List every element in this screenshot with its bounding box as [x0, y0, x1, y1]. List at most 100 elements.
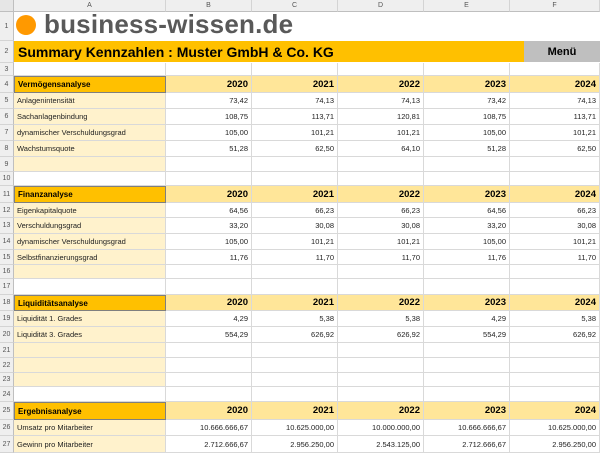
metric-value[interactable]: 62,50 [252, 141, 338, 157]
empty-cell[interactable] [338, 172, 424, 186]
empty-cell[interactable] [510, 172, 600, 186]
metric-label[interactable]: dynamischer Verschuldungsgrad [14, 125, 166, 141]
empty-cell[interactable] [252, 63, 338, 76]
metric-value[interactable]: 10.666.666,67 [424, 420, 510, 436]
metric-value[interactable]: 11,76 [166, 250, 252, 265]
empty-cell[interactable] [510, 63, 600, 76]
metric-value[interactable]: 10.666.666,67 [166, 420, 252, 436]
empty-cell[interactable] [14, 172, 166, 186]
empty-cell[interactable] [338, 279, 424, 295]
year-header[interactable]: 2024 [510, 295, 600, 311]
row-header-24[interactable]: 24 [0, 387, 14, 402]
year-header[interactable]: 2020 [166, 76, 252, 93]
row-header-11[interactable]: 11 [0, 186, 14, 203]
row-header-22[interactable]: 22 [0, 358, 14, 373]
empty-cell[interactable] [510, 157, 600, 172]
metric-label[interactable]: Eigenkapitalquote [14, 203, 166, 218]
empty-label-cell[interactable] [14, 157, 166, 172]
metric-value[interactable]: 105,00 [424, 234, 510, 250]
empty-label-cell[interactable] [14, 373, 166, 387]
metric-value[interactable]: 2.956.250,00 [252, 436, 338, 453]
empty-cell[interactable] [424, 373, 510, 387]
row-header-6[interactable]: 6 [0, 109, 14, 125]
menu-button[interactable]: Menü [524, 41, 600, 62]
year-header[interactable]: 2021 [252, 186, 338, 203]
row-header-4[interactable]: 4 [0, 76, 14, 93]
row-header-15[interactable]: 15 [0, 250, 14, 265]
row-header-2[interactable]: 2 [0, 41, 14, 63]
column-header-E[interactable]: E [424, 0, 510, 12]
empty-cell[interactable] [166, 279, 252, 295]
empty-cell[interactable] [510, 387, 600, 402]
metric-value[interactable]: 101,21 [252, 234, 338, 250]
empty-cell[interactable] [424, 63, 510, 76]
empty-cell[interactable] [252, 358, 338, 373]
row-header-9[interactable]: 9 [0, 157, 14, 172]
metric-value[interactable]: 120,81 [338, 109, 424, 125]
row-header-12[interactable]: 12 [0, 203, 14, 218]
metric-value[interactable]: 64,56 [166, 203, 252, 218]
row-header-20[interactable]: 20 [0, 327, 14, 343]
metric-value[interactable]: 626,92 [252, 327, 338, 343]
metric-value[interactable]: 113,71 [252, 109, 338, 125]
empty-cell[interactable] [166, 387, 252, 402]
metric-value[interactable]: 2.712.666,67 [166, 436, 252, 453]
row-header-5[interactable]: 5 [0, 93, 14, 109]
empty-cell[interactable] [338, 63, 424, 76]
metric-value[interactable]: 66,23 [510, 203, 600, 218]
empty-cell[interactable] [510, 343, 600, 358]
empty-cell[interactable] [510, 358, 600, 373]
row-header-27[interactable]: 27 [0, 436, 14, 453]
metric-value[interactable]: 74,13 [510, 93, 600, 109]
select-all-corner[interactable] [0, 0, 14, 12]
metric-value[interactable]: 73,42 [166, 93, 252, 109]
metric-value[interactable]: 33,20 [424, 218, 510, 234]
empty-cell[interactable] [166, 373, 252, 387]
row-header-21[interactable]: 21 [0, 343, 14, 358]
empty-cell[interactable] [252, 387, 338, 402]
section-header-label[interactable]: Vermögensanalyse [14, 76, 166, 93]
metric-value[interactable]: 30,08 [252, 218, 338, 234]
empty-label-cell[interactable] [14, 343, 166, 358]
empty-cell[interactable] [510, 373, 600, 387]
metric-value[interactable]: 101,21 [338, 234, 424, 250]
empty-cell[interactable] [252, 343, 338, 358]
row-header-8[interactable]: 8 [0, 141, 14, 157]
empty-cell[interactable] [510, 279, 600, 295]
year-header[interactable]: 2023 [424, 402, 510, 420]
empty-cell[interactable] [510, 265, 600, 279]
metric-value[interactable]: 113,71 [510, 109, 600, 125]
metric-value[interactable]: 2.543.125,00 [338, 436, 424, 453]
metric-value[interactable]: 101,21 [510, 234, 600, 250]
metric-value[interactable]: 11,70 [510, 250, 600, 265]
metric-value[interactable]: 4,29 [166, 311, 252, 327]
metric-value[interactable]: 66,23 [252, 203, 338, 218]
metric-value[interactable]: 62,50 [510, 141, 600, 157]
metric-value[interactable]: 10.625.000,00 [510, 420, 600, 436]
year-header[interactable]: 2023 [424, 295, 510, 311]
column-header-D[interactable]: D [338, 0, 424, 12]
year-header[interactable]: 2020 [166, 186, 252, 203]
empty-cell[interactable] [424, 343, 510, 358]
row-header-14[interactable]: 14 [0, 234, 14, 250]
metric-label[interactable]: Verschuldungsgrad [14, 218, 166, 234]
year-header[interactable]: 2023 [424, 186, 510, 203]
row-header-23[interactable]: 23 [0, 373, 14, 387]
empty-cell[interactable] [338, 373, 424, 387]
empty-cell[interactable] [252, 373, 338, 387]
metric-value[interactable]: 11,70 [252, 250, 338, 265]
empty-cell[interactable] [14, 387, 166, 402]
metric-label[interactable]: Anlagenintensität [14, 93, 166, 109]
row-header-19[interactable]: 19 [0, 311, 14, 327]
metric-label[interactable]: dynamischer Verschuldungsgrad [14, 234, 166, 250]
empty-cell[interactable] [166, 343, 252, 358]
metric-value[interactable]: 105,00 [424, 125, 510, 141]
metric-value[interactable]: 51,28 [166, 141, 252, 157]
metric-value[interactable]: 5,38 [510, 311, 600, 327]
metric-value[interactable]: 101,21 [338, 125, 424, 141]
metric-value[interactable]: 30,08 [510, 218, 600, 234]
section-header-label[interactable]: Liquiditätsanalyse [14, 295, 166, 311]
empty-label-cell[interactable] [14, 265, 166, 279]
row-header-18[interactable]: 18 [0, 295, 14, 311]
metric-value[interactable]: 108,75 [166, 109, 252, 125]
